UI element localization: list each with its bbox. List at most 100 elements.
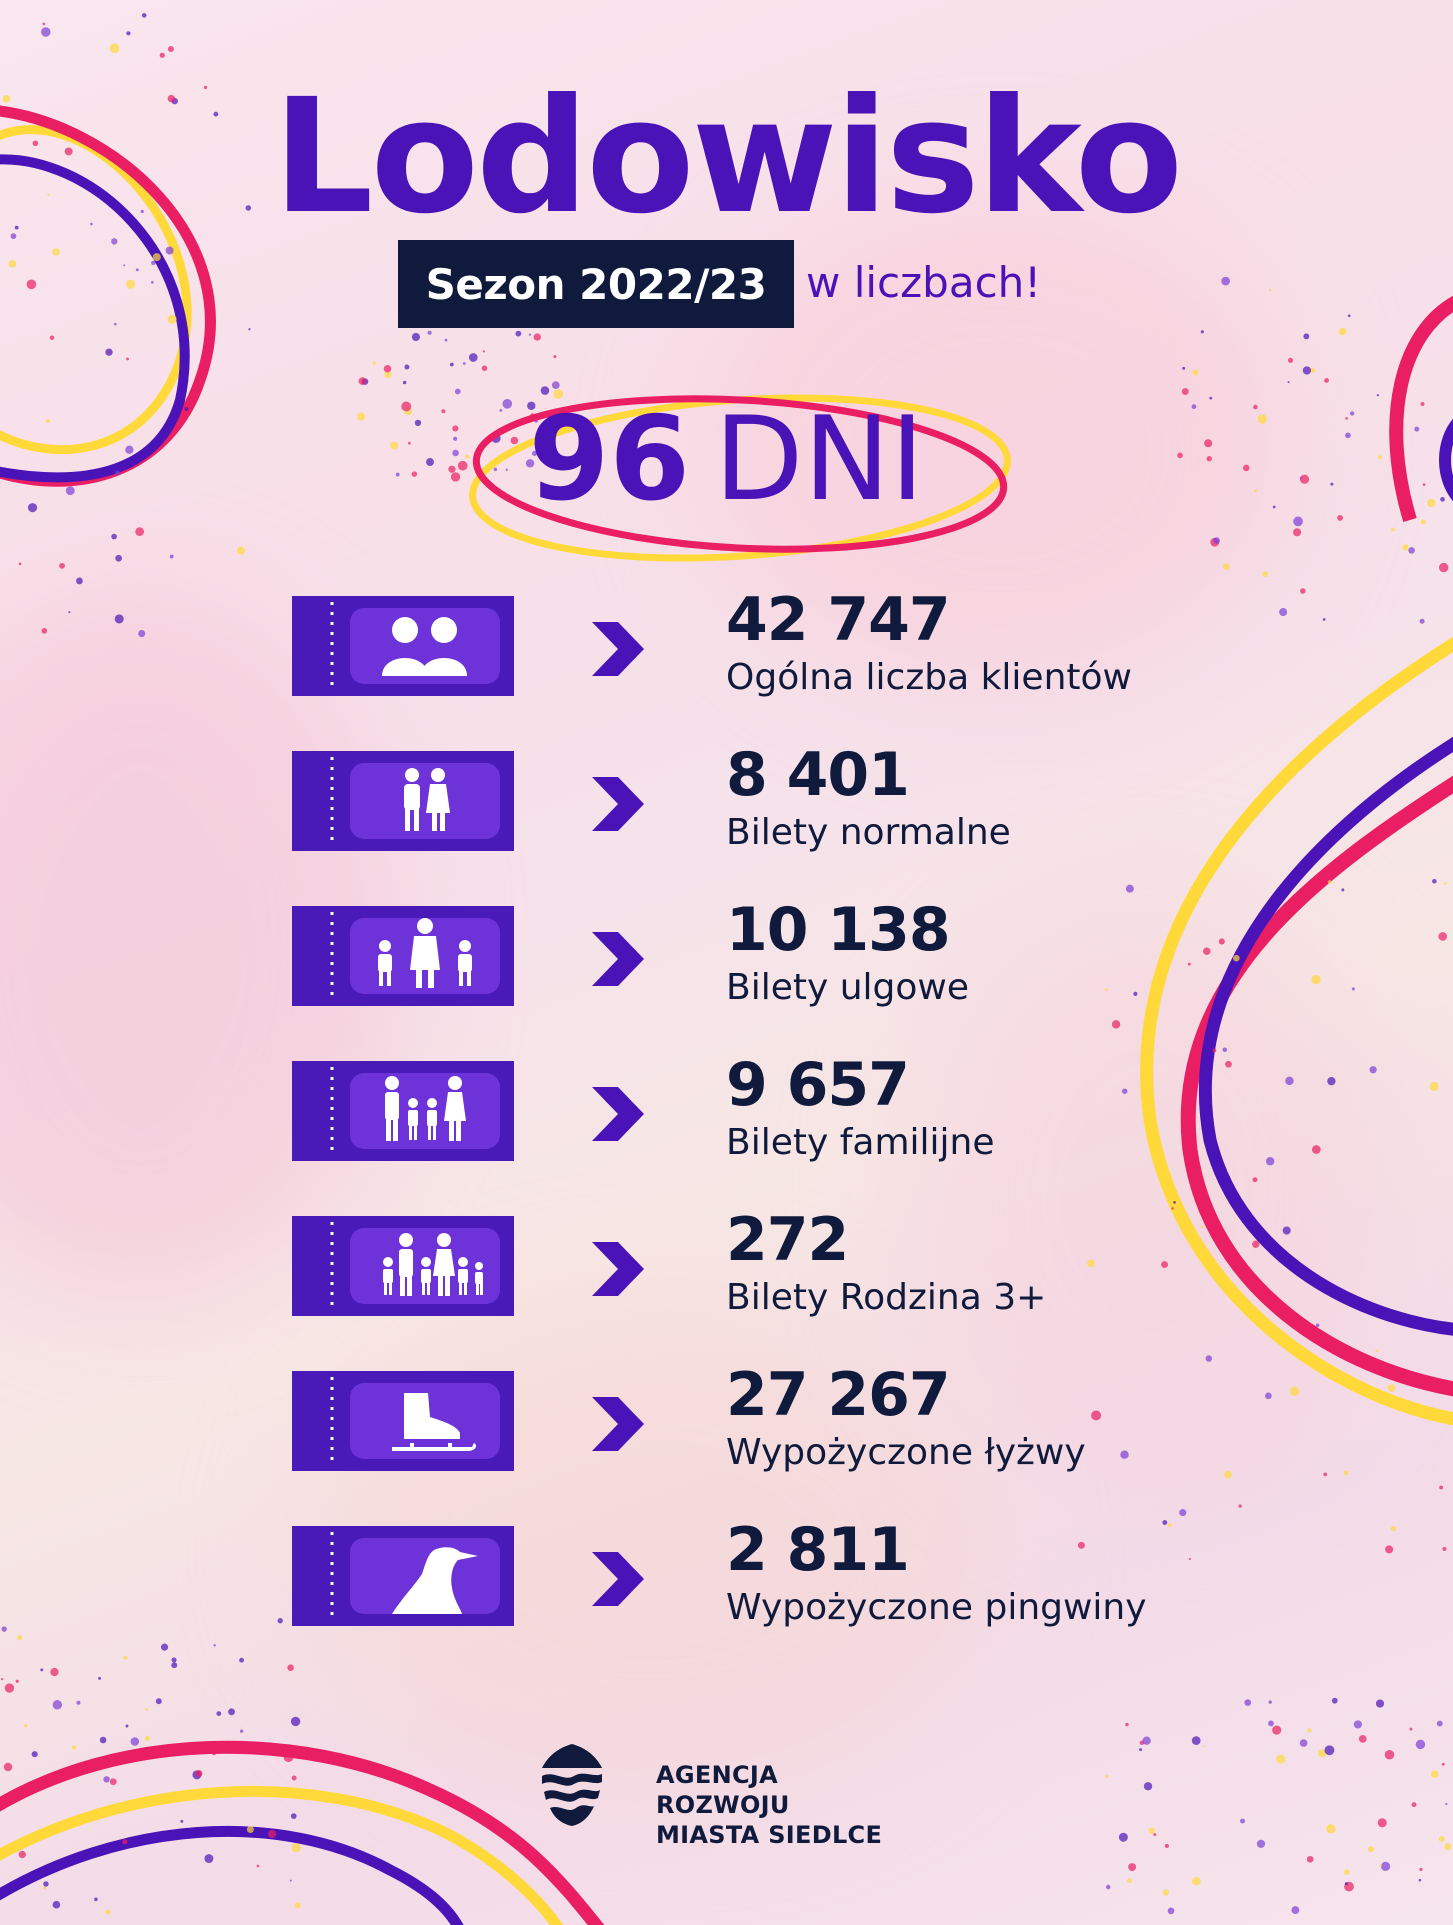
splatter-dot: [1438, 932, 1448, 941]
splatter-dot: [1344, 1869, 1350, 1875]
splatter-dot: [109, 1778, 117, 1786]
splatter-dot: [1429, 1081, 1439, 1091]
splatter-dot: [1164, 1843, 1169, 1849]
splatter-dot: [1125, 1722, 1129, 1727]
splatter-dot: [1287, 381, 1290, 384]
splatter-dot: [449, 362, 454, 367]
splatter-dot: [1233, 954, 1240, 962]
splatter-dot: [26, 279, 37, 290]
splatter-dot: [1181, 388, 1189, 395]
splatter-dot: [1191, 1736, 1201, 1745]
splatter-dot: [151, 260, 156, 266]
splatter-dot: [105, 348, 113, 356]
splatter-dot: [228, 1708, 235, 1716]
splatter-dot: [1307, 1728, 1312, 1733]
splatter-dot: [1142, 1736, 1151, 1745]
stat-row: 8 401 Bilety normalne: [292, 745, 1192, 851]
splatter-dot: [1441, 1762, 1445, 1766]
splatter-dot: [1268, 1700, 1272, 1704]
splatter-dot: [171, 1662, 178, 1669]
splatter-dot: [126, 279, 136, 289]
splatter-dot: [1439, 1485, 1444, 1490]
splatter-dot: [294, 1902, 301, 1909]
splatter-dot: [1209, 396, 1213, 400]
splatter-dot: [1379, 1864, 1383, 1867]
splatter-dot: [1443, 882, 1447, 885]
splatter-dot: [1244, 1699, 1252, 1706]
splatter-dot: [1344, 1882, 1348, 1886]
splatter-dot: [1192, 1876, 1201, 1886]
splatter-dot: [1380, 1861, 1391, 1872]
chevron-right-icon: [592, 1552, 644, 1606]
splatter-dot: [291, 1842, 301, 1853]
splatter-dot: [41, 628, 48, 634]
splatter-dot: [213, 1644, 216, 1647]
splatter-dot: [1375, 1699, 1385, 1708]
splatter-dot: [1438, 1836, 1445, 1842]
stat-value: 27 267: [726, 1360, 951, 1430]
splatter-dot: [1203, 947, 1211, 955]
splatter-dot: [1323, 1472, 1328, 1477]
splatter-dot: [468, 353, 478, 362]
splatter-dot: [123, 1655, 128, 1660]
stat-label: Wypożyczone pingwiny: [726, 1587, 1147, 1628]
splatter-dot: [43, 1881, 49, 1887]
ticket-badge: [292, 1371, 514, 1471]
splatter-dot: [1411, 1802, 1417, 1808]
stat-value: 9 657: [726, 1050, 910, 1120]
splatter-dot: [76, 1700, 81, 1705]
splatter-dot: [1282, 1226, 1291, 1235]
splatter-dot: [290, 1716, 301, 1727]
splatter-dot: [1326, 1824, 1336, 1834]
splatter-dot: [155, 1698, 162, 1705]
splatter-dot: [94, 1897, 98, 1902]
splatter-dot: [138, 630, 146, 638]
days-count: 96 DNI: [0, 402, 1453, 518]
splatter-dot: [1105, 1774, 1109, 1779]
splatter-dot: [42, 22, 46, 26]
splatter-dot: [361, 378, 369, 385]
splatter-dot: [167, 314, 177, 324]
splatter-dot: [1303, 333, 1310, 340]
splatter-dot: [126, 31, 131, 36]
splatter-dot: [248, 328, 251, 331]
splatter-dot: [1384, 1749, 1395, 1760]
splatter-dot: [1322, 618, 1326, 621]
splatter-dot: [1222, 1047, 1228, 1053]
splatter-dot: [204, 1854, 214, 1864]
splatter-dot: [1419, 1867, 1423, 1872]
splatter-dot: [144, 1735, 150, 1741]
splatter-dot: [125, 1724, 129, 1728]
splatter-dot: [1139, 1748, 1143, 1752]
chevron-right-icon: [592, 1397, 644, 1451]
ticket-badge: [292, 1061, 514, 1161]
splatter-dot: [1430, 1770, 1439, 1778]
splatter-dot: [41, 27, 51, 37]
days-ring-decoration: [469, 394, 1011, 562]
splatter-dot: [1291, 1906, 1300, 1915]
splatter-dot: [1300, 588, 1306, 594]
splatter-dot: [482, 350, 486, 353]
splatter-dot: [1173, 1201, 1176, 1204]
splatter-dot: [1344, 1881, 1354, 1892]
splatter-dot: [68, 611, 71, 614]
splatter-dot: [31, 1751, 38, 1758]
splatter-dot: [1387, 1384, 1396, 1392]
splatter-dot: [103, 1776, 110, 1783]
splatter-dot: [1240, 1818, 1245, 1824]
splatter-dot: [1213, 537, 1220, 544]
splatter-dot: [43, 1886, 47, 1890]
chevron-right-icon: [592, 1242, 644, 1296]
ticket-badge: [292, 906, 514, 1006]
splatter-dot: [160, 1643, 169, 1651]
splatter-dot: [287, 1664, 294, 1671]
splatter-dot: [402, 380, 407, 385]
splatter-dot: [159, 52, 165, 58]
splatter-dot: [1268, 1720, 1274, 1727]
splatter-dot: [1269, 288, 1272, 292]
splatter-dot: [1369, 1066, 1377, 1074]
splatter-dot: [1375, 1349, 1379, 1353]
splatter-dot: [1127, 1878, 1132, 1884]
splatter-dot: [1353, 1720, 1362, 1729]
splatter-dot: [18, 1850, 26, 1859]
